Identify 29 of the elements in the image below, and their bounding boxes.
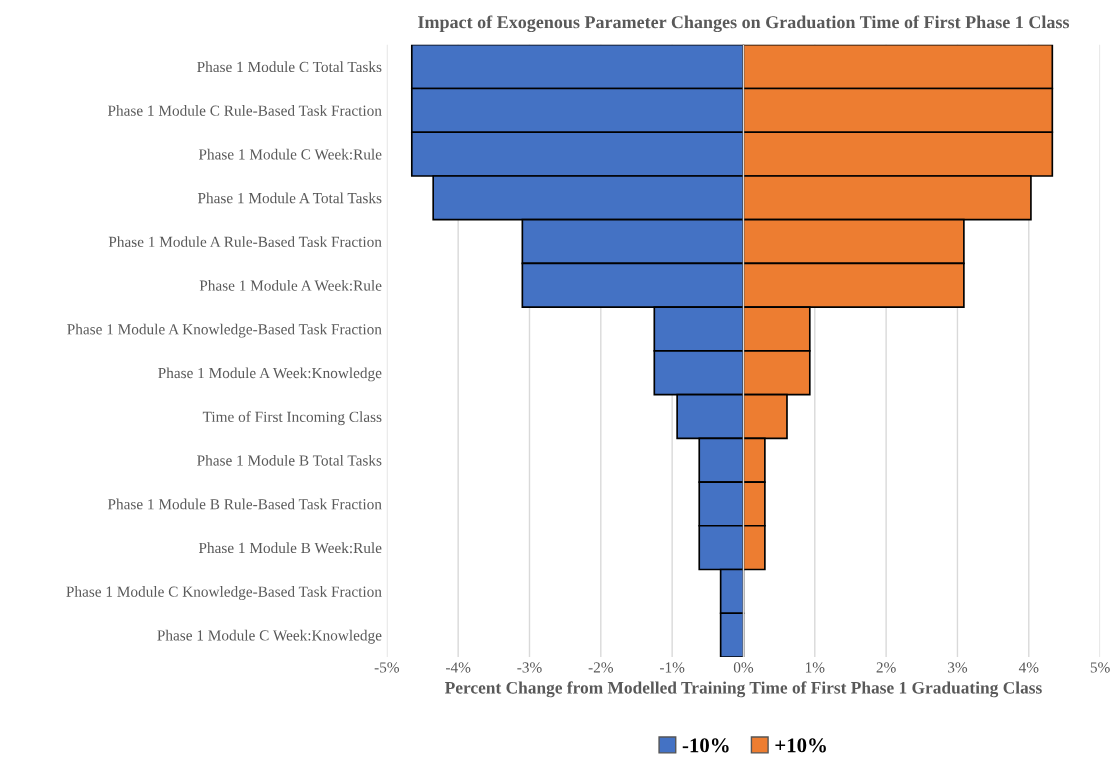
x-axis-title: Percent Change from Modelled Training Time of First Phase 1 Graduating Class	[444, 681, 1042, 698]
x-tick-label: -4%	[446, 662, 471, 673]
x-tick-label: -5%	[374, 662, 400, 673]
y-tick-label: Phase 1 Module A Week:Rule	[199, 279, 382, 291]
y-tick-label: Phase 1 Module C Week:Knowledge	[157, 629, 382, 644]
y-tick-label: Phase 1 Module A Knowledge-Based Task Fraction	[67, 323, 382, 338]
x-tick-label: 1%	[805, 662, 825, 673]
x-tick-label: 0%	[733, 662, 754, 673]
y-tick-label: Phase 1 Module A Week:Knowledge	[158, 367, 382, 382]
x-tick-label: -1%	[659, 662, 685, 673]
y-tick-label: Phase 1 Module C Rule-Based Task Fraction	[107, 105, 382, 116]
chart-title: Impact of Exogenous Parameter Changes on Graduation Time of First Phase 1 Class	[418, 15, 1070, 33]
y-tick-label: Phase 1 Module B Rule-Based Task Fraction	[107, 498, 382, 510]
y-tick-label: Phase 1 Module C Week:Rule	[198, 148, 382, 160]
y-tick-label: Time of First Incoming Class	[202, 411, 382, 426]
legend-label: +10%	[775, 738, 826, 753]
x-tick-label: 2%	[876, 662, 896, 673]
y-tick-label: Phase 1 Module B Total Tasks	[197, 454, 382, 466]
x-tick-label: 3%	[948, 662, 968, 673]
y-tick-label: Phase 1 Module C Knowledge-Based Task Fraction	[66, 586, 382, 600]
y-tick-label: Phase 1 Module C Total Tasks	[197, 61, 382, 73]
legend-label: -10%	[682, 738, 729, 753]
y-tick-label: Phase 1 Module A Rule-Based Task Fraction	[108, 236, 382, 247]
y-tick-label: Phase 1 Module A Total Tasks	[197, 192, 382, 204]
x-tick-label: 5%	[1090, 662, 1110, 673]
x-tick-label: -3%	[517, 662, 542, 673]
x-tick-label: -2%	[588, 662, 614, 673]
y-tick-label: Phase 1 Module B Week:Rule	[198, 542, 382, 554]
x-tick-label: 4%	[1018, 662, 1039, 673]
